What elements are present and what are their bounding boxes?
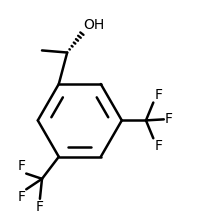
Text: F: F — [17, 190, 25, 204]
Text: F: F — [154, 88, 162, 102]
Text: F: F — [154, 139, 162, 153]
Text: OH: OH — [83, 18, 104, 32]
Text: F: F — [17, 159, 25, 173]
Text: F: F — [36, 200, 44, 214]
Text: F: F — [165, 112, 173, 126]
